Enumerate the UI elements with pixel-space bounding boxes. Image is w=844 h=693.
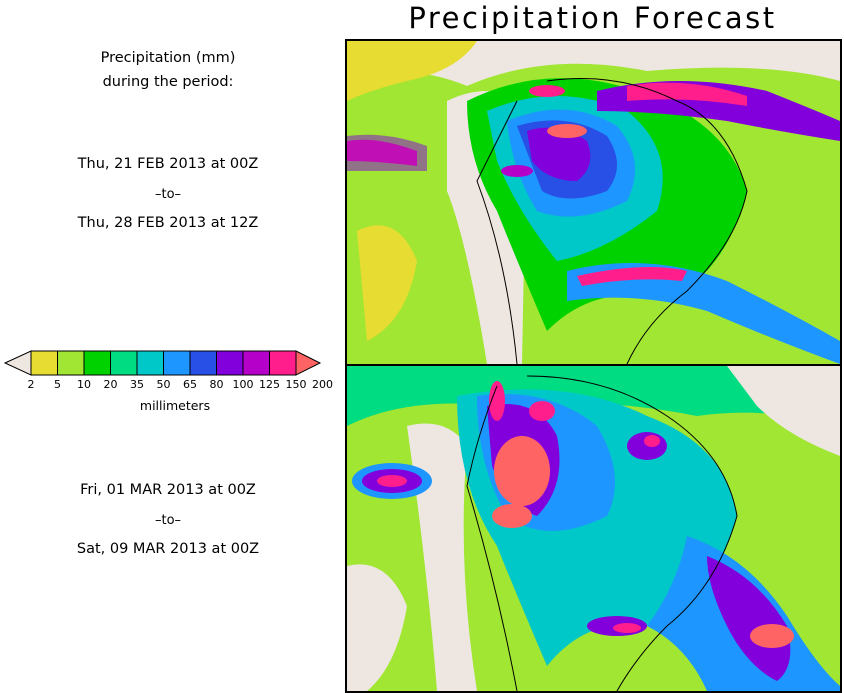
legend-tick-label: 150 [285, 378, 307, 391]
legend-tick-label: 2 [27, 378, 35, 391]
forecast-map-period1 [345, 39, 842, 366]
chart-title: Precipitation Forecast [408, 1, 777, 35]
legend-tick-label: 50 [156, 378, 171, 391]
legend-tick-label: 5 [54, 378, 61, 391]
period2-separator: –to– [154, 512, 182, 528]
legend-tick-label: 20 [103, 378, 118, 391]
legend-swatch [216, 350, 244, 376]
period1-separator: –to– [154, 186, 182, 202]
legend-tick-labels: 2 5 10 20 35 50 65 80 100 125 150 200 [0, 378, 345, 394]
legend-swatch [57, 350, 85, 376]
legend-tick-label: 10 [77, 378, 91, 391]
legend-tick-label: 200 [312, 378, 333, 391]
units-label-line1: Precipitation (mm) [100, 50, 236, 66]
legend-tick-label: 65 [183, 378, 197, 391]
legend-swatch [83, 350, 111, 376]
legend-unit-label: millimeters [139, 398, 211, 413]
legend-swatch [136, 350, 164, 376]
units-label: Precipitation (mm) during the period: [0, 46, 336, 94]
legend-swatch [189, 350, 217, 376]
period1-end: Thu, 28 FEB 2013 at 12Z [77, 215, 259, 231]
period1-label: Thu, 21 FEB 2013 at 00Z –to– Thu, 28 FEB… [0, 150, 336, 239]
legend-swatch [269, 350, 297, 376]
legend-swatch [163, 350, 191, 376]
legend-swatch [242, 350, 270, 376]
forecast-map-period2 [345, 364, 842, 693]
legend-tick-label: 35 [130, 378, 144, 391]
legend-arrow-low [3, 350, 32, 376]
period1-start: Thu, 21 FEB 2013 at 00Z [77, 156, 259, 172]
units-label-line2: during the period: [102, 74, 234, 90]
legend-swatch [110, 350, 138, 376]
legend-arrow-high [295, 350, 322, 376]
period2-start: Fri, 01 MAR 2013 at 00Z [80, 482, 256, 498]
legend-tick-label: 80 [209, 378, 224, 391]
legend-tick-label: 125 [259, 378, 280, 391]
legend-swatch [30, 350, 58, 376]
legend-tick-label: 100 [232, 378, 254, 391]
period2-end: Sat, 09 MAR 2013 at 00Z [76, 541, 260, 557]
legend-colorbar [3, 350, 322, 376]
period2-label: Fri, 01 MAR 2013 at 00Z –to– Sat, 09 MAR… [0, 476, 336, 565]
